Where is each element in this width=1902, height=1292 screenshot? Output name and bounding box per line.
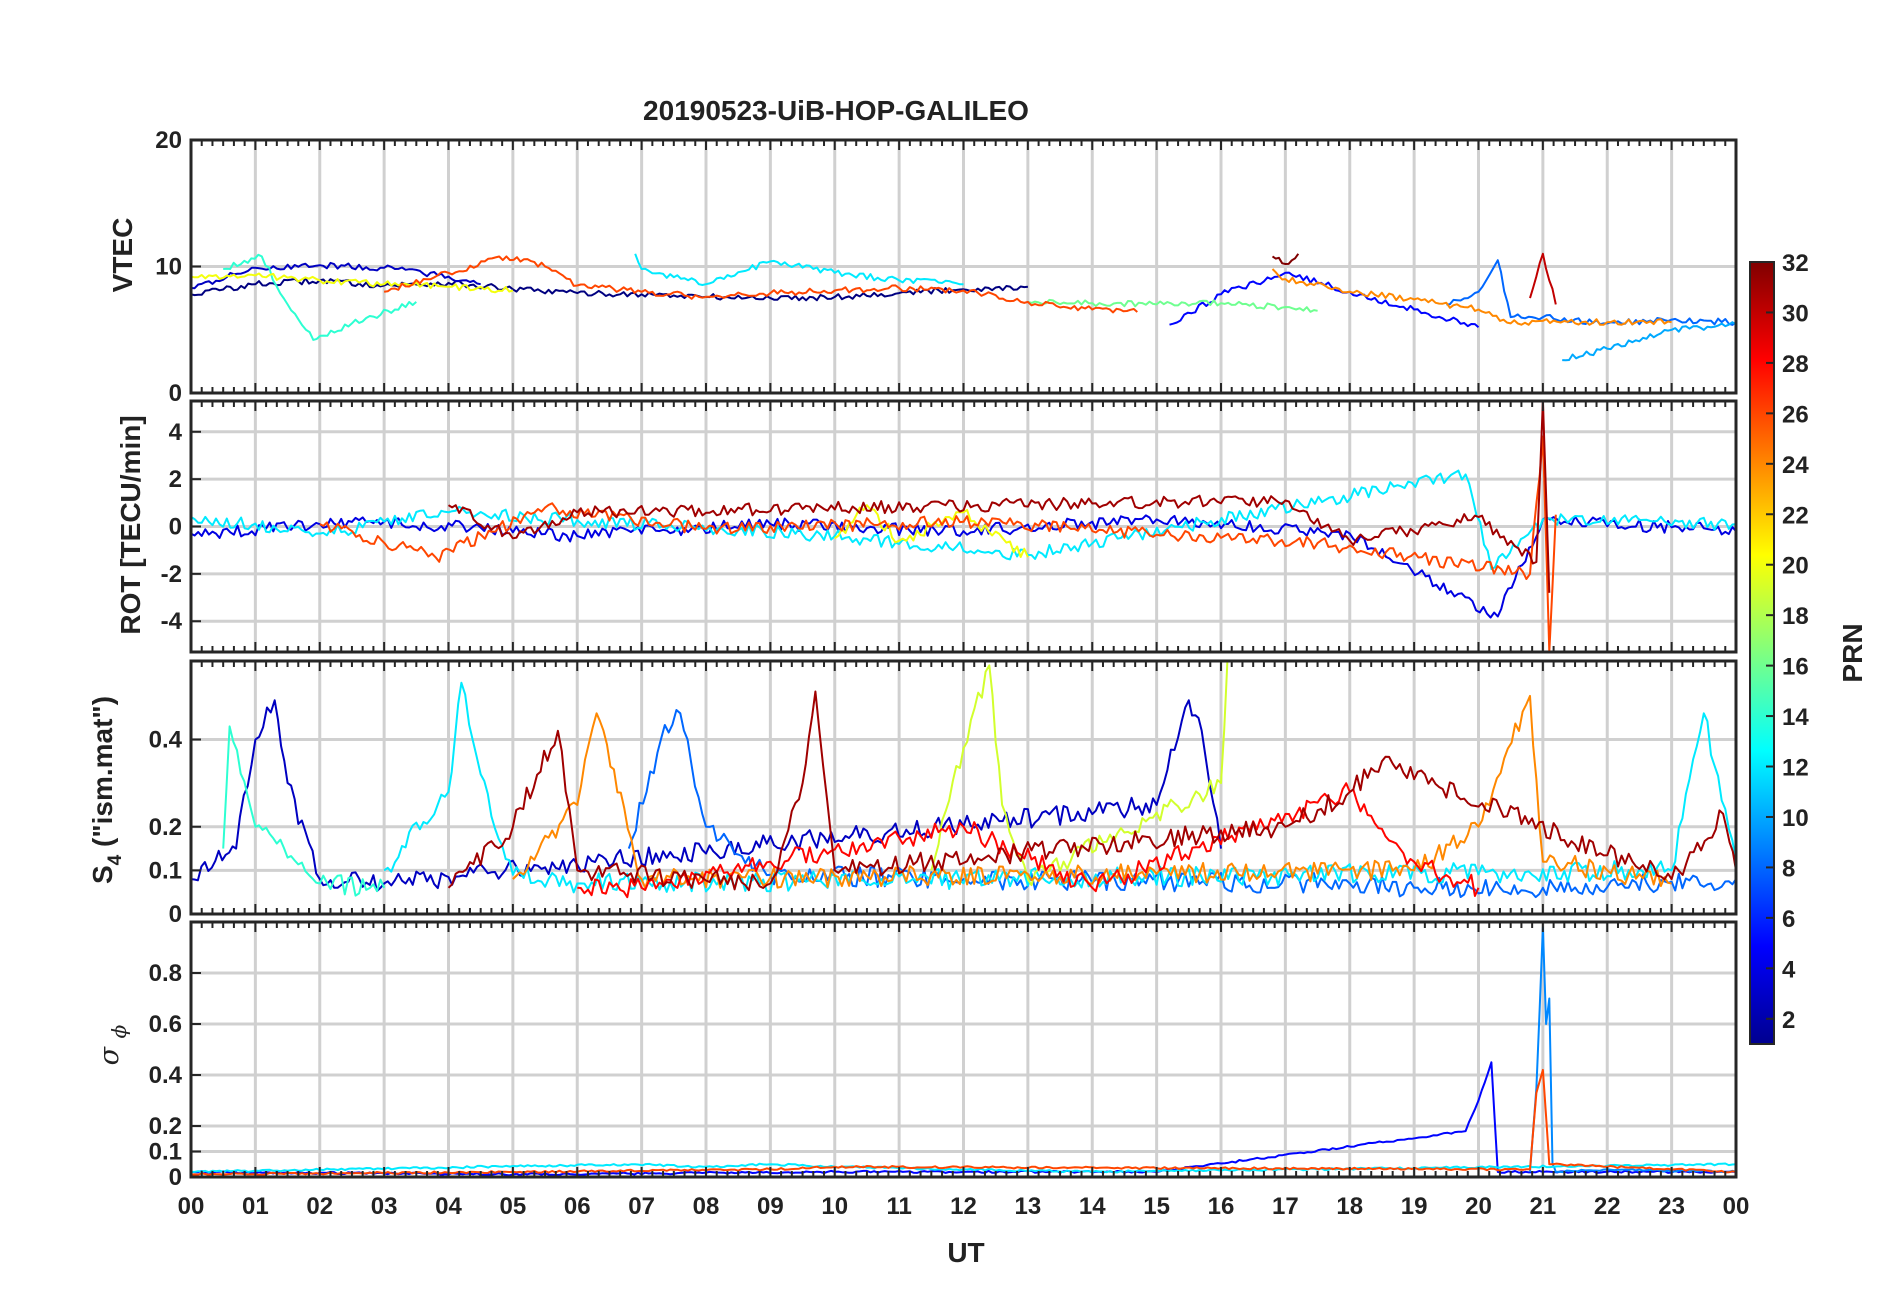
s4-series-prn-19 bbox=[930, 660, 1229, 887]
sigma-y-tick-label: 0 bbox=[169, 1164, 182, 1191]
x-tick-label: 18 bbox=[1336, 1193, 1363, 1220]
panel-sigma-phi: 00.10.2 0.4 0.6 0.8 σ ϕ bbox=[94, 920, 1738, 1191]
x-tick-label: 17 bbox=[1272, 1193, 1299, 1220]
sigma-series-prn-9 bbox=[1529, 926, 1737, 1174]
colorbar-gradient bbox=[1749, 261, 1775, 1045]
x-tick-label: 01 bbox=[242, 1193, 269, 1220]
panel-rot: -4 -2 0 2 4 ROT [TECU/min] bbox=[115, 399, 1738, 654]
sigma-y-tick-label: 0.8 bbox=[149, 960, 182, 987]
x-tick-label: 00 bbox=[1723, 1193, 1750, 1220]
x-tick-label: 00 bbox=[178, 1193, 205, 1220]
colorbar-tick-label: 10 bbox=[1782, 805, 1809, 832]
x-tick-label: 11 bbox=[886, 1193, 911, 1220]
s4-series-prn-12 bbox=[383, 681, 1737, 894]
vtec-series-prn-8 bbox=[1446, 259, 1737, 326]
colorbar-tick-label: 18 bbox=[1782, 603, 1809, 630]
s4-series-prn-3 bbox=[190, 699, 1222, 892]
x-tick-label: 14 bbox=[1079, 1193, 1106, 1220]
vtec-series-prn-14 bbox=[223, 253, 417, 341]
colorbar-tick-label: 28 bbox=[1782, 351, 1809, 378]
x-tick-label: 23 bbox=[1658, 1193, 1685, 1220]
vtec-y-label: VTEC bbox=[107, 218, 138, 293]
colorbar-tick-label: 12 bbox=[1782, 755, 1809, 782]
x-tick-label: 21 bbox=[1530, 1193, 1557, 1220]
sigma-y-tick-label: 0.6 bbox=[149, 1011, 182, 1038]
x-tick-label: 20 bbox=[1465, 1193, 1492, 1220]
rot-series-prn-31 bbox=[447, 400, 1551, 593]
sigma-y-tick-label: 0.4 bbox=[149, 1062, 183, 1089]
rot-y-tick-label: 2 bbox=[169, 466, 182, 493]
colorbar-tick-label: 2 bbox=[1782, 1007, 1795, 1034]
colorbar-label: PRN bbox=[1837, 623, 1868, 682]
panel-s4: 0 0.1 0.2 0.4 S4 ("ism.mat") bbox=[87, 659, 1738, 928]
x-tick-label: 02 bbox=[306, 1193, 333, 1220]
colorbar-tick-label: 24 bbox=[1782, 452, 1809, 479]
x-tick-label: 12 bbox=[950, 1193, 977, 1220]
x-tick-label: 22 bbox=[1594, 1193, 1621, 1220]
colorbar-tick-label: 16 bbox=[1782, 654, 1809, 681]
colorbar-tick-label: 14 bbox=[1782, 704, 1809, 731]
rot-series-prn-26 bbox=[319, 435, 1557, 653]
colorbar-tick-label: 22 bbox=[1782, 502, 1809, 529]
vtec-series-prn-32 bbox=[1271, 253, 1300, 265]
x-tick-label: 05 bbox=[500, 1193, 527, 1220]
x-tick-label: 13 bbox=[1015, 1193, 1042, 1220]
x-tick-label: 16 bbox=[1208, 1193, 1235, 1220]
vtec-series-prn-20 bbox=[190, 272, 514, 294]
colorbar-tick-label: 6 bbox=[1782, 906, 1795, 933]
x-tick-label: 15 bbox=[1143, 1193, 1170, 1220]
colorbar-tick-label: 32 bbox=[1782, 250, 1809, 277]
colorbar-tick-label: 8 bbox=[1782, 855, 1795, 882]
rot-y-tick-label: 0 bbox=[169, 514, 182, 541]
x-tick-label: 09 bbox=[757, 1193, 784, 1220]
rot-y-tick-label: -4 bbox=[161, 608, 183, 635]
s4-y-tick-label: 0 bbox=[169, 901, 182, 928]
colorbar-tick-label: 26 bbox=[1782, 401, 1809, 428]
colorbar-tick-label: 4 bbox=[1782, 956, 1796, 983]
vtec-series-prn-12 bbox=[634, 253, 964, 286]
vtec-y-tick-label: 10 bbox=[155, 254, 182, 281]
vtec-series-prn-16 bbox=[1027, 298, 1318, 313]
x-tick-label: 19 bbox=[1401, 1193, 1428, 1220]
colorbar-tick-label: 20 bbox=[1782, 553, 1809, 580]
vtec-series-prn-1 bbox=[190, 277, 1029, 302]
sigma-phi-y-label: σ ϕ bbox=[94, 1024, 131, 1065]
vtec-series-prn-24 bbox=[1271, 268, 1672, 326]
sigma-y-tick-label: 0.2 bbox=[149, 1113, 182, 1140]
chart-title: 20190523-UiB-HOP-GALILEO bbox=[643, 95, 1029, 126]
x-axis-label: UT bbox=[947, 1237, 984, 1268]
s4-y-tick-label: 0.4 bbox=[149, 727, 183, 754]
x-tick-label: 07 bbox=[628, 1193, 655, 1220]
sigma-y-tick-label: 0.1 bbox=[149, 1139, 182, 1166]
s4-y-label: S4 ("ism.mat") bbox=[87, 696, 126, 884]
vtec-series-prn-30 bbox=[1529, 252, 1557, 305]
s4-y-tick-label: 0.1 bbox=[149, 857, 182, 884]
rot-y-tick-label: -2 bbox=[161, 561, 182, 588]
rot-y-tick-label: 4 bbox=[169, 419, 183, 446]
s4-series-prn-24 bbox=[512, 694, 1672, 889]
s4-series-prn-31 bbox=[447, 690, 1737, 892]
x-axis: 00 01 02 03 04 05 06 07 08 09 10 11 12 13 14 15 16 17 18 19… bbox=[178, 1193, 1750, 1220]
s4-series-prn-14 bbox=[222, 725, 386, 897]
x-tick-label: 04 bbox=[435, 1193, 462, 1220]
panel-vtec: 0 10 20 VTEC bbox=[107, 127, 1738, 407]
x-tick-label: 06 bbox=[564, 1193, 591, 1220]
vtec-y-tick-label: 0 bbox=[169, 380, 182, 407]
x-tick-label: 10 bbox=[821, 1193, 848, 1220]
x-tick-label: 08 bbox=[693, 1193, 720, 1220]
rot-y-label: ROT [TECU/min] bbox=[115, 415, 146, 634]
vtec-series-prn-3 bbox=[190, 261, 481, 290]
vtec-series-prn-26 bbox=[383, 255, 1138, 314]
rot-series-prn-4 bbox=[190, 514, 1737, 619]
vtec-y-tick-label: 20 bbox=[155, 127, 182, 154]
x-tick-label: 03 bbox=[371, 1193, 398, 1220]
colorbar-tick-label: 30 bbox=[1782, 300, 1809, 327]
vtec-series-prn-10 bbox=[1562, 321, 1737, 362]
s4-y-tick-label: 0.2 bbox=[149, 814, 182, 841]
